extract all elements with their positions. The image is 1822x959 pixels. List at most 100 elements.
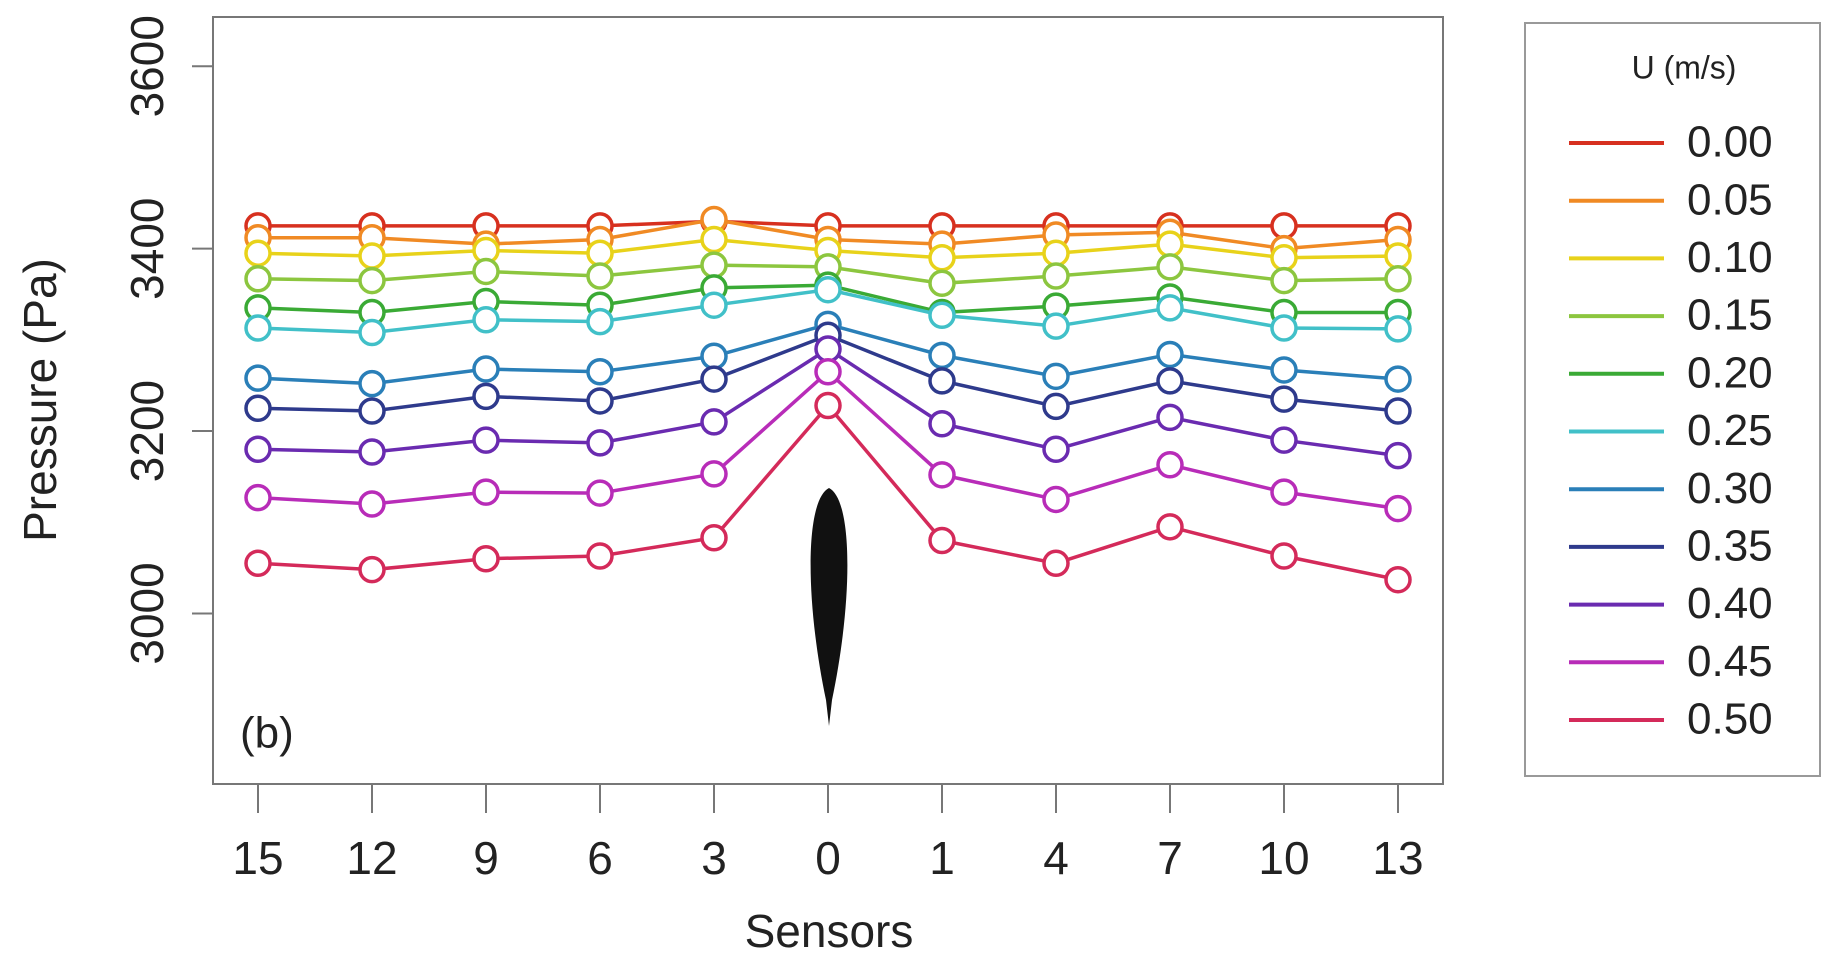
data-point bbox=[244, 314, 272, 342]
data-point bbox=[928, 244, 956, 272]
data-point bbox=[1270, 478, 1298, 506]
legend-frame bbox=[1524, 22, 1821, 777]
data-point bbox=[358, 490, 386, 518]
data-point bbox=[586, 239, 614, 267]
data-point bbox=[1156, 253, 1184, 281]
data-point bbox=[586, 307, 614, 336]
data-point bbox=[700, 460, 728, 488]
legend-label: 0.45 bbox=[1687, 637, 1773, 686]
data-point bbox=[814, 391, 842, 420]
data-point bbox=[1384, 565, 1412, 594]
data-point bbox=[1270, 426, 1298, 454]
legend-label: 0.25 bbox=[1687, 406, 1773, 455]
x-tick-label: 7 bbox=[1157, 832, 1183, 884]
data-point bbox=[1156, 340, 1184, 369]
data-point bbox=[1042, 362, 1070, 391]
data-point bbox=[244, 239, 272, 267]
data-point bbox=[700, 408, 728, 436]
data-point bbox=[472, 257, 500, 286]
y-axis-label: Pressure (Pa) bbox=[14, 258, 66, 542]
data-point bbox=[814, 335, 842, 363]
y-tick-label: 3000 bbox=[121, 562, 173, 664]
data-point bbox=[1270, 244, 1298, 272]
data-point bbox=[928, 410, 956, 438]
data-point bbox=[1156, 451, 1184, 479]
x-tick-label: 1 bbox=[929, 832, 955, 884]
data-point bbox=[1042, 262, 1070, 290]
y-tick-label: 3200 bbox=[121, 380, 173, 482]
data-point bbox=[1384, 315, 1412, 343]
data-point bbox=[1042, 435, 1070, 464]
x-tick-label: 6 bbox=[587, 832, 613, 884]
data-point bbox=[1042, 312, 1070, 340]
data-point bbox=[472, 306, 500, 334]
data-point bbox=[1270, 542, 1298, 570]
data-point bbox=[1384, 264, 1412, 293]
x-tick-label: 9 bbox=[473, 832, 499, 884]
data-point bbox=[472, 382, 500, 411]
y-tick-label: 3600 bbox=[121, 15, 173, 117]
data-point bbox=[586, 387, 614, 415]
x-tick-label: 15 bbox=[232, 832, 283, 884]
airfoil-icon bbox=[810, 488, 848, 726]
data-point bbox=[1270, 212, 1298, 240]
data-point bbox=[928, 367, 956, 395]
legend-label: 0.40 bbox=[1687, 579, 1773, 628]
data-point bbox=[1156, 513, 1184, 541]
data-point bbox=[358, 438, 386, 466]
data-point bbox=[928, 301, 956, 329]
data-point bbox=[472, 355, 500, 383]
data-point bbox=[1384, 441, 1412, 470]
data-point bbox=[358, 242, 386, 270]
data-point bbox=[928, 341, 956, 370]
legend-label: 0.15 bbox=[1687, 291, 1773, 340]
data-point bbox=[1042, 392, 1070, 421]
data-point bbox=[244, 364, 272, 392]
data-point bbox=[1042, 549, 1070, 578]
data-point bbox=[1270, 266, 1298, 295]
data-point bbox=[1384, 365, 1412, 393]
x-tick-label: 0 bbox=[815, 832, 841, 884]
data-point bbox=[358, 555, 386, 584]
data-point bbox=[1270, 314, 1298, 342]
data-point bbox=[1384, 397, 1412, 425]
data-point bbox=[472, 544, 500, 573]
data-point bbox=[700, 251, 728, 279]
x-tick-label: 10 bbox=[1258, 832, 1309, 884]
legend-label: 0.50 bbox=[1687, 695, 1773, 744]
data-point bbox=[586, 429, 614, 457]
data-point bbox=[814, 358, 842, 386]
x-tick-label: 3 bbox=[701, 832, 727, 884]
data-point bbox=[586, 262, 614, 290]
data-point bbox=[586, 479, 614, 507]
data-point bbox=[1270, 385, 1298, 413]
legend-label: 0.30 bbox=[1687, 464, 1773, 513]
data-point bbox=[244, 483, 272, 512]
data-point bbox=[1270, 356, 1298, 384]
data-point bbox=[586, 358, 614, 386]
legend-title: U (m/s) bbox=[1632, 49, 1737, 85]
legend-label: 0.00 bbox=[1687, 118, 1773, 167]
data-point bbox=[244, 435, 272, 464]
data-point bbox=[700, 342, 728, 371]
data-point bbox=[244, 394, 272, 423]
legend-label: 0.20 bbox=[1687, 348, 1773, 397]
data-point bbox=[1156, 403, 1184, 432]
data-point bbox=[814, 275, 842, 304]
data-point bbox=[700, 365, 728, 393]
data-point bbox=[244, 264, 272, 293]
data-point bbox=[1156, 367, 1184, 395]
data-point bbox=[928, 269, 956, 298]
panel-label: (b) bbox=[240, 709, 294, 758]
data-point bbox=[358, 397, 386, 425]
data-point bbox=[1384, 242, 1412, 270]
data-point bbox=[700, 524, 728, 552]
data-point bbox=[1384, 494, 1412, 523]
data-point bbox=[1156, 294, 1184, 322]
data-point bbox=[1042, 239, 1070, 267]
data-point bbox=[472, 426, 500, 454]
data-point bbox=[358, 369, 386, 398]
x-axis-label: Sensors bbox=[745, 905, 914, 957]
